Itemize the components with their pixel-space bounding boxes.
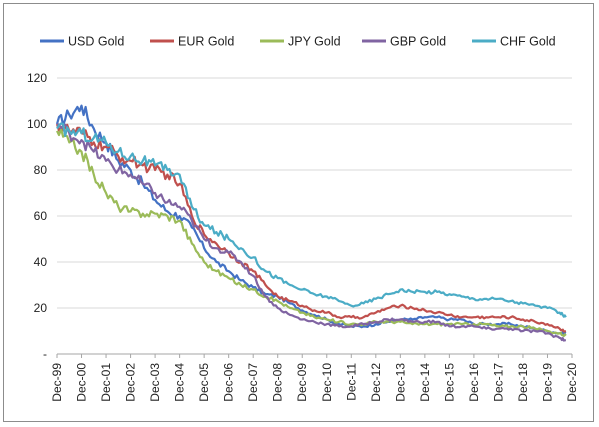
y-tick-label: - [43, 347, 47, 361]
legend: USD Gold EUR Gold JPY Gold GBP Gold CHF Gold [40, 35, 556, 49]
x-axis: Dec-99 Dec-00 Dec-01 Dec-02 Dec-03 Dec-04 Dec-… [50, 353, 579, 402]
series-line-jpy-gold [56, 128, 567, 338]
x-tick-label: Dec-14 [418, 363, 432, 402]
x-tick-label: Dec-18 [516, 363, 530, 402]
series-lines [55, 104, 567, 342]
x-tick-label: Dec-08 [271, 363, 285, 402]
legend-label-jpy-gold: JPY Gold [288, 35, 341, 49]
y-tick-label: 100 [27, 117, 47, 131]
y-axis-ticks: - 20 40 60 80 100 120 [27, 71, 47, 361]
legend-label-eur-gold: EUR Gold [178, 35, 234, 49]
x-tick-label: Dec-01 [99, 363, 113, 402]
y-tick-label: 40 [34, 255, 48, 269]
x-tick-label: Dec-20 [565, 363, 579, 402]
x-tick-label: Dec-15 [442, 363, 456, 402]
x-tick-label: Dec-13 [393, 363, 407, 402]
series-line-usd-gold [55, 104, 567, 336]
series-line-chf-gold [56, 122, 567, 318]
x-tick-label: Dec-06 [222, 363, 236, 402]
y-tick-label: 60 [34, 209, 48, 223]
x-tick-label: Dec-03 [148, 363, 162, 402]
legend-label-gbp-gold: GBP Gold [390, 35, 446, 49]
x-tick-label: Dec-16 [467, 363, 481, 402]
x-tick-label: Dec-04 [173, 363, 187, 402]
legend-label-usd-gold: USD Gold [68, 35, 124, 49]
chart-frame: - 20 40 60 80 100 120 Dec-99 Dec-00 Dec-01 Dec-02… [3, 3, 594, 422]
x-tick-label: Dec-07 [246, 363, 260, 402]
x-tick-label: Dec-09 [295, 363, 309, 402]
y-tick-label: 120 [27, 71, 47, 85]
gridlines [57, 77, 572, 309]
x-tick-label: Dec-19 [540, 363, 554, 402]
x-tick-label: Dec-05 [197, 363, 211, 402]
x-tick-label: Dec-10 [320, 363, 334, 402]
x-tick-label: Dec-11 [344, 363, 358, 401]
legend-label-chf-gold: CHF Gold [500, 35, 556, 49]
x-tick-label: Dec-99 [50, 363, 64, 402]
y-tick-label: 80 [34, 163, 48, 177]
x-tick-label: Dec-00 [75, 363, 89, 402]
y-tick-label: 20 [34, 301, 48, 315]
series-line-eur-gold [55, 123, 567, 333]
x-tick-label: Dec-02 [124, 363, 138, 402]
gold-price-line-chart: - 20 40 60 80 100 120 Dec-99 Dec-00 Dec-01 Dec-02… [27, 35, 579, 402]
series-line-gbp-gold [56, 122, 566, 342]
x-tick-label: Dec-17 [491, 363, 505, 402]
x-tick-label: Dec-12 [369, 363, 383, 402]
